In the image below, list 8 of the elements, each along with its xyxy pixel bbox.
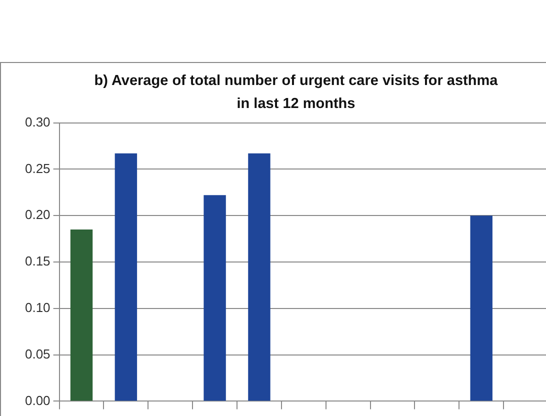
chart-title: b) Average of total number of urgent care visits for asthma in last 12 months [93,72,499,114]
y-tick-label: 0.30 [24,114,50,130]
y-tick-label: 0.25 [24,160,50,176]
y-tick-label: 0.20 [24,207,50,222]
y-tick-label: 0.15 [24,254,50,269]
y-tick-label: 0.00 [24,392,50,408]
y-tick-label: 0.10 [24,300,50,315]
y-tick-label: 0.05 [24,346,50,362]
